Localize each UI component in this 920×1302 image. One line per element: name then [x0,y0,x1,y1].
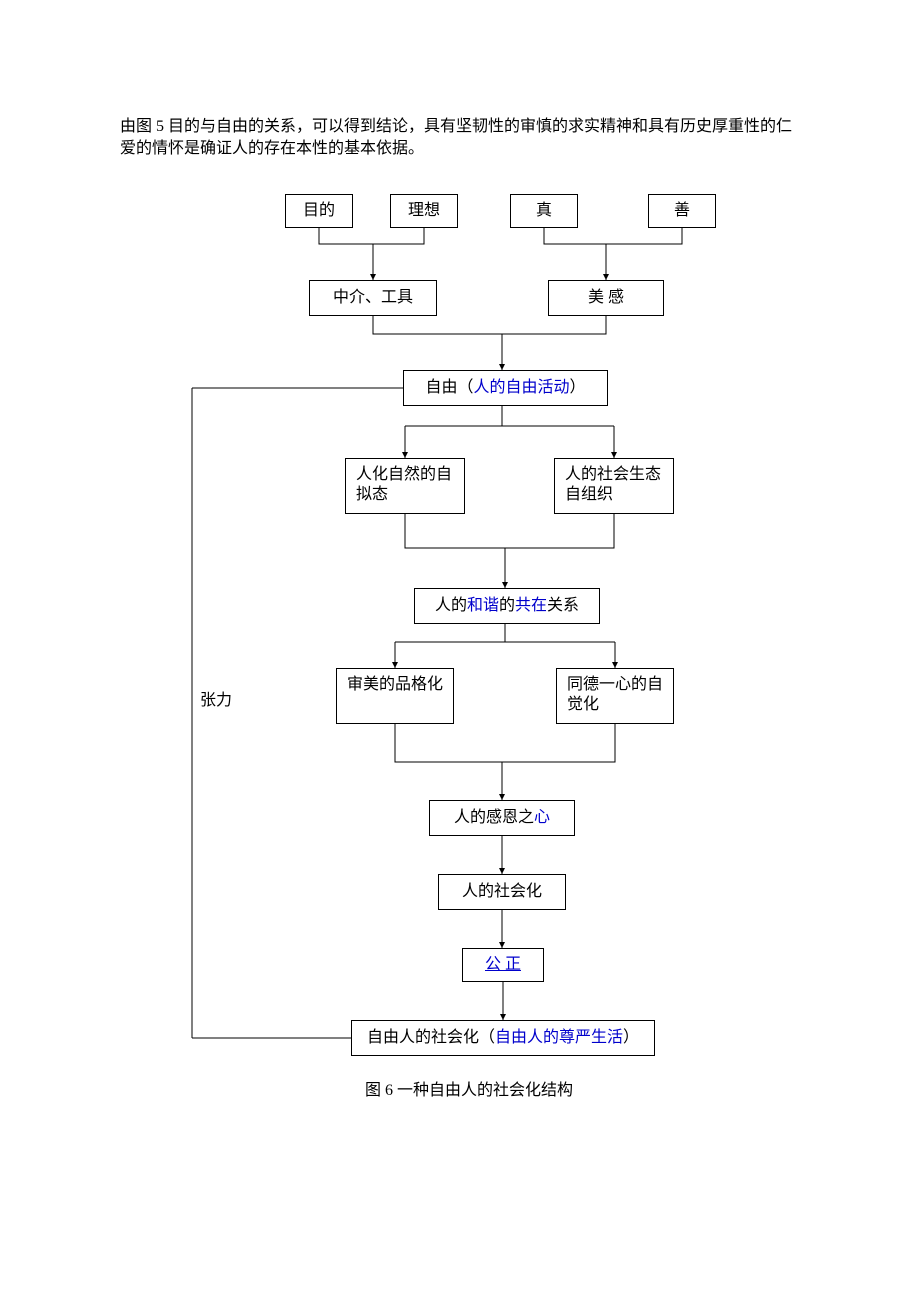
node-nature-mimesis: 人化自然的自拟态 [345,458,465,514]
node-harmony-a2: 共在 [515,596,547,616]
node-final-post: ） [623,1028,639,1048]
node-gratitude-pre: 人的感恩之 [454,808,534,828]
node-harmony-a1: 和谐 [467,596,499,616]
node-goodness: 善 [648,194,716,228]
node-harmony-mid: 的 [499,596,515,616]
node-final: 自由人的社会化（自由人的尊严生活） [351,1020,655,1056]
node-freedom-pre: 自由（ [425,378,473,398]
node-social-ecology: 人的社会生态自组织 [554,458,674,514]
node-final-accent: 自由人的尊严生活 [495,1028,623,1048]
node-harmony-post: 关系 [547,596,579,616]
node-justice: 公 正 [462,948,544,982]
node-freedom-accent: 人的自由活动 [473,378,569,398]
node-purpose: 目的 [285,194,353,228]
flowchart: 目的 理想 真 善 中介、工具 美 感 自由（人的自由活动） 人化自然的自拟态 … [0,0,920,1302]
figure-caption: 图 6 一种自由人的社会化结构 [365,1076,573,1100]
label-tension: 张力 [200,686,232,710]
node-ideal: 理想 [390,194,458,228]
node-freedom-post: ） [570,378,586,398]
node-harmony: 人的和谐的共在关系 [414,588,600,624]
node-virtue-consciousness: 同德一心的自觉化 [556,668,674,724]
node-justice-accent: 公 正 [485,955,521,975]
node-harmony-pre: 人的 [435,596,467,616]
node-tool: 中介、工具 [309,280,437,316]
node-gratitude-accent: 心 [534,808,550,828]
node-beauty: 美 感 [548,280,664,316]
node-final-pre: 自由人的社会化（ [367,1028,495,1048]
page: 由图 5 目的与自由的关系，可以得到结论，具有坚韧性的审慎的求实精神和具有历史厚… [0,0,920,1302]
node-truth: 真 [510,194,578,228]
node-aesthetic-character: 审美的品格化 [336,668,454,724]
node-gratitude: 人的感恩之心 [429,800,575,836]
connector-layer [0,0,920,1302]
node-freedom: 自由（人的自由活动） [403,370,608,406]
node-socialization: 人的社会化 [438,874,566,910]
